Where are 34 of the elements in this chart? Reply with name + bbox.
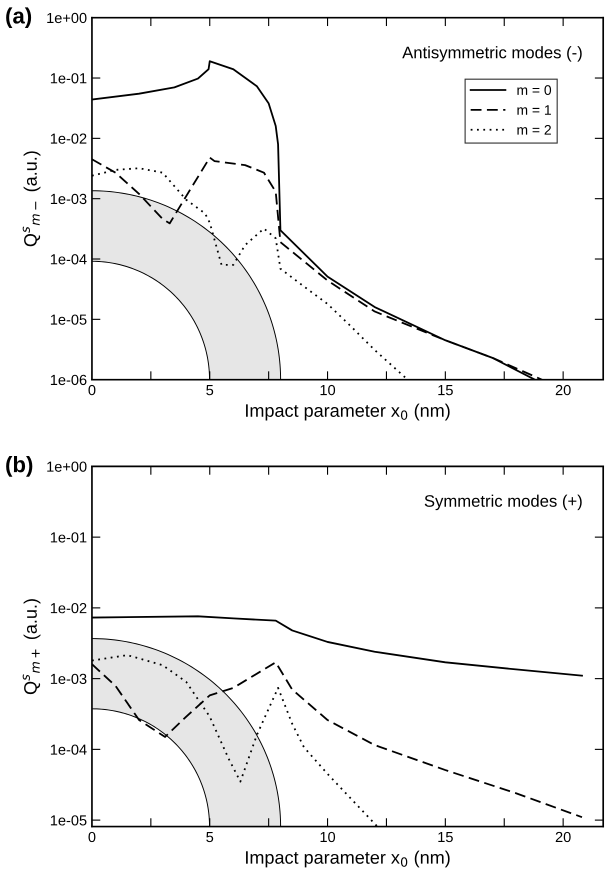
annotation: Symmetric modes (+) (424, 494, 582, 510)
chart-title: (b) (6, 456, 32, 477)
x-tick-label: 5 (206, 385, 214, 396)
y-axis-title: Q$^{s}$$_{m+}$ (a.u.) (22, 599, 40, 694)
y-axis-title: Q$^{s}$$_{m−}$ (a.u.) (22, 151, 40, 246)
x-axis-title: Impact parameter x$_{0}$ (nm) (246, 404, 450, 421)
y-tick-label: 1e-03 (50, 674, 86, 684)
x-tick-label: 15 (438, 832, 453, 842)
legend-label: m = 1 (517, 105, 551, 115)
legend-label: m = 2 (517, 124, 551, 135)
legend-label: m = 0 (517, 85, 552, 95)
x-tick-label: 20 (556, 384, 571, 396)
y-tick-label: 1e-06 (50, 374, 86, 386)
y-tick-label: 1e-04 (50, 744, 87, 755)
y-tick-label: 1e-05 (50, 314, 86, 325)
x-tick-label: 10 (320, 384, 336, 396)
x-tick-label: 15 (438, 385, 453, 396)
x-tick-label: 0 (88, 832, 96, 842)
y-tick-label: 1e-05 (50, 815, 86, 826)
x-tick-label: 0 (88, 384, 96, 396)
x-axis-title: Impact parameter x$_{0}$ (nm) (246, 850, 450, 868)
y-tick-label: 1e-03 (50, 194, 86, 204)
x-tick-label: 10 (320, 832, 336, 842)
y-tick-label: 1e-01 (50, 73, 86, 84)
y-tick-label: 1e+00 (47, 12, 87, 24)
annotation: Antisymmetric modes (-) (402, 46, 582, 62)
y-tick-label: 1e-02 (50, 602, 86, 614)
x-tick-label: 5 (206, 832, 214, 842)
y-tick-label: 1e-02 (50, 133, 86, 144)
x-tick-label: 20 (556, 832, 571, 842)
y-tick-label: 1e+00 (47, 461, 87, 472)
chart-title: (a) (6, 7, 32, 28)
y-tick-label: 1e-04 (50, 254, 87, 264)
y-tick-label: 1e-01 (50, 532, 86, 543)
